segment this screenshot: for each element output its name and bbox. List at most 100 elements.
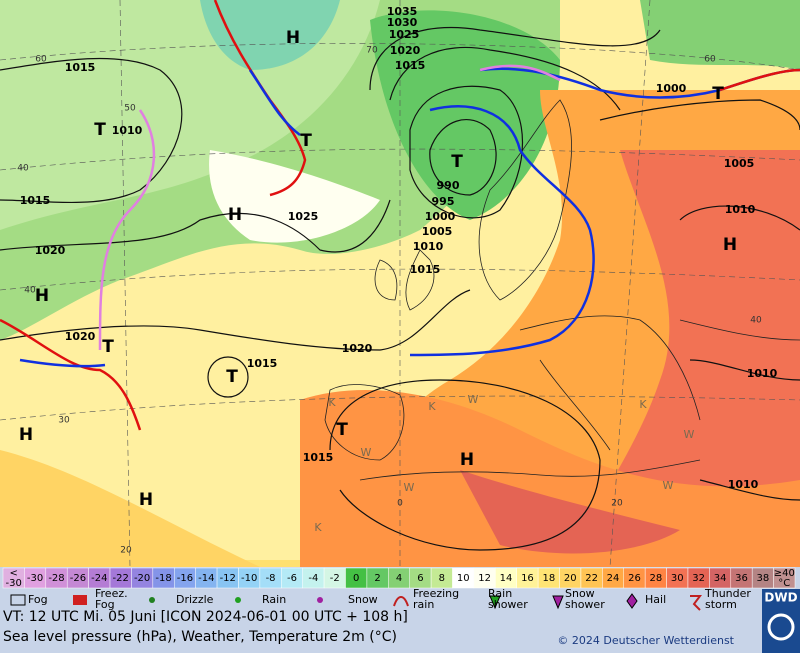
map-letter: K — [428, 400, 436, 413]
isobar-label: 1000 — [656, 82, 687, 95]
drizzle-icon — [149, 597, 155, 603]
scale-label: 2 — [374, 573, 380, 584]
pressure-system: T — [451, 152, 463, 172]
scale-label: -18 — [155, 573, 171, 584]
isobar-label: 1020 — [35, 244, 66, 257]
legend-label: shower — [488, 598, 528, 611]
scale-label: -26 — [70, 573, 86, 584]
pressure-system: T — [226, 367, 238, 387]
scale-label: 20 — [564, 573, 577, 584]
isobar-label: 1015 — [410, 263, 441, 276]
pressure-system: H — [460, 450, 474, 470]
grid-label: 40 — [17, 164, 29, 174]
isobar-label: 1010 — [413, 240, 444, 253]
valid-time: VT: 12 UTC Mi. 05 Juni [ICON 2024-06-01 … — [3, 609, 408, 625]
grid-lines — [0, 0, 800, 568]
scale-label: -24 — [91, 573, 107, 584]
isobar-label: 1020 — [342, 342, 373, 355]
scale-cell — [773, 567, 796, 589]
legend-label: Snow — [348, 593, 378, 606]
scale-label: -22 — [113, 573, 129, 584]
legend-label: Snow — [565, 587, 595, 600]
scale-label: 22 — [585, 573, 598, 584]
map-letter: W — [684, 428, 695, 441]
scale-label: 28 — [649, 573, 662, 584]
copyright: © 2024 Deutscher Wetterdienst — [557, 634, 734, 647]
isobar-label: 1010 — [725, 203, 756, 216]
scale-label: 10 — [457, 573, 470, 584]
rain-icon — [235, 597, 241, 603]
scale-label: 14 — [500, 573, 513, 584]
scale-label: -6 — [287, 573, 297, 584]
scale-label: -16 — [177, 573, 193, 584]
scale-label: 0 — [353, 573, 359, 584]
logo-swirl — [767, 613, 795, 641]
grid-label: 60 — [35, 55, 47, 65]
pressure-system: T — [94, 120, 106, 140]
snow-icon — [317, 597, 323, 603]
isobar-label: 1005 — [724, 157, 755, 170]
map-letter: W — [404, 481, 415, 494]
scale-label: ≥40 — [774, 568, 795, 579]
grid-label: 40 — [750, 316, 762, 326]
dwd-logo — [762, 589, 800, 653]
legend-label: Thunder — [704, 587, 751, 600]
scale-label: 24 — [607, 573, 620, 584]
pressure-system: H — [286, 28, 300, 48]
scale-label: -30 — [27, 573, 43, 584]
isobar-label: 1025 — [389, 28, 420, 41]
grid-label: 50 — [124, 104, 136, 114]
map-description: Sea level pressure (hPa), Weather, Tempe… — [3, 629, 397, 645]
legend-label: storm — [705, 598, 737, 611]
fronts — [0, 0, 800, 431]
grid-label: 40 — [24, 286, 36, 296]
scale-label: -4 — [308, 573, 318, 584]
isobar-label: 1020 — [390, 44, 421, 57]
isobar-label: 990 — [437, 179, 460, 192]
pressure-system: T — [300, 131, 312, 151]
scale-label: < — [10, 568, 18, 579]
scale-label: 32 — [692, 573, 705, 584]
legend-label: Fog — [28, 593, 48, 606]
isobar-label: 1010 — [747, 367, 778, 380]
scale-label: -20 — [134, 573, 150, 584]
scale-label: 8 — [439, 573, 445, 584]
isobar-label: 1015 — [395, 59, 426, 72]
scale-label: 12 — [478, 573, 491, 584]
scale-label: 16 — [521, 573, 534, 584]
fog-icon — [10, 594, 26, 606]
map-letter: W — [663, 479, 674, 492]
scale-label: 4 — [396, 573, 402, 584]
freezing-fog-icon — [73, 595, 87, 605]
scale-label: -14 — [198, 573, 214, 584]
scale-label: 18 — [542, 573, 555, 584]
legend-label: Fog — [95, 598, 115, 611]
isobar-label: 1020 — [65, 330, 96, 343]
scale-label: 34 — [714, 573, 727, 584]
scale-label: -30 — [6, 578, 22, 589]
isobar-label: 1010 — [728, 478, 759, 491]
legend-label: Rain — [488, 587, 512, 600]
legend-label: rain — [413, 598, 434, 611]
legend-label: Freez. — [95, 587, 128, 600]
map-letter: K — [639, 398, 647, 411]
isobar-label: 1035 — [387, 5, 418, 18]
isobar-label: 995 — [432, 195, 455, 208]
map-letter: W — [468, 393, 479, 406]
logo-text: DWD — [764, 591, 797, 605]
isobar-label: 1005 — [422, 225, 453, 238]
scale-label: 30 — [671, 573, 684, 584]
hail-icon — [626, 593, 638, 609]
pressure-system: H — [139, 490, 153, 510]
isobar-label: 1015 — [20, 194, 51, 207]
pressure-system: H — [35, 286, 49, 306]
scale-label: -10 — [241, 573, 257, 584]
scale-label: 36 — [735, 573, 748, 584]
grid-label: 70 — [366, 46, 378, 56]
scale-label: 26 — [628, 573, 641, 584]
pressure-system: H — [723, 235, 737, 255]
legend-label: Freezing — [413, 587, 459, 600]
scale-label: 6 — [417, 573, 423, 584]
scale-label: -12 — [220, 573, 236, 584]
